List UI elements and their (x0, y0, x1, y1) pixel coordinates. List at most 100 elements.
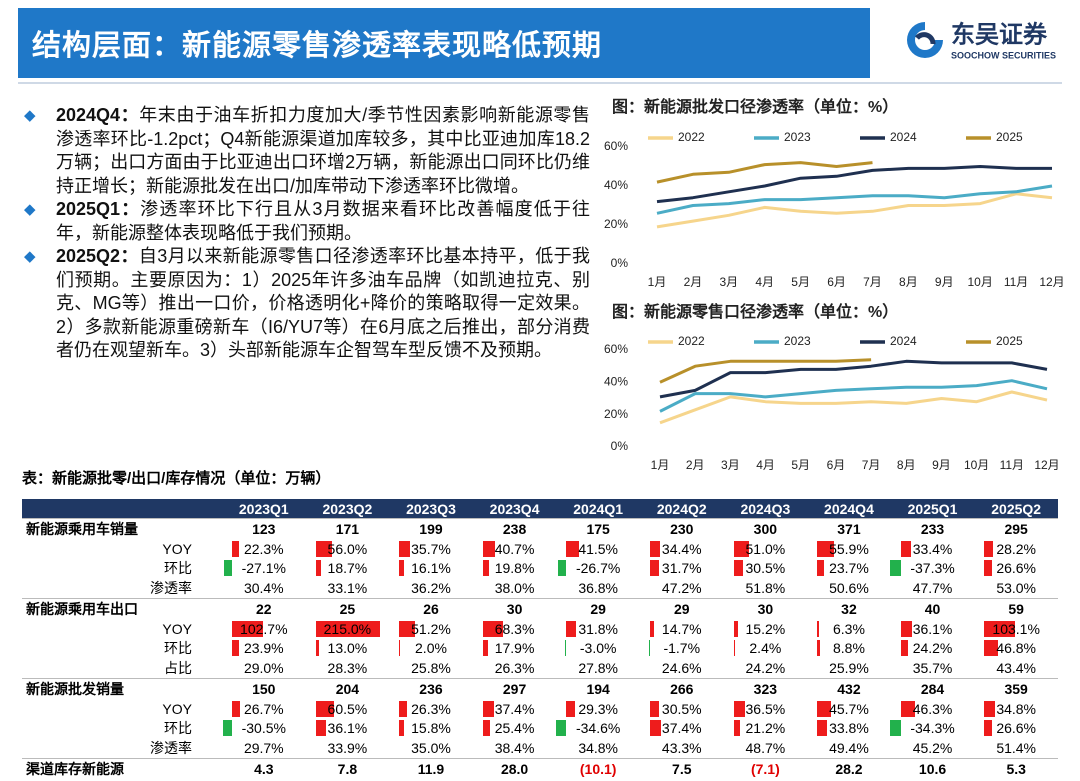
data-bar (399, 560, 405, 576)
cell: 194 (556, 678, 640, 699)
cell: 30.5% (724, 558, 808, 578)
data-bar (232, 701, 240, 717)
cell-text: 29.7% (243, 740, 284, 756)
cell: 26.6% (974, 718, 1058, 738)
y-tick-label: 0% (611, 439, 629, 453)
y-tick-label: 0% (611, 256, 629, 270)
cell: 56.0% (306, 539, 390, 558)
cell: 25 (305, 598, 390, 619)
cell-text: 194 (586, 681, 610, 697)
x-tick-label: 7月 (862, 458, 881, 472)
cell: 16.1% (389, 558, 473, 578)
chart-title: 图：新能源批发口径渗透率（单位：%） (612, 97, 898, 116)
cell-text: 26 (423, 601, 439, 617)
cell: 32 (807, 598, 891, 619)
cell-text: 29.0% (243, 660, 284, 676)
data-bar (890, 720, 901, 736)
cell: 34.4% (640, 539, 724, 558)
x-tick-label: 5月 (791, 458, 810, 472)
cell: 371 (807, 518, 891, 539)
cell-text: 22.3% (243, 540, 284, 557)
cell-text: -37.3% (910, 560, 955, 576)
cell-text: 37.4% (661, 720, 702, 736)
header-cell: 2023Q2 (305, 499, 390, 519)
data-bar (900, 701, 915, 717)
cell-text: 29 (673, 601, 690, 617)
bullet: 2024Q4：年末由于油车折扣力度加大/季节性因素影响新能源零售渗透率环比-1.… (20, 104, 590, 198)
row: 渗透率 29.7% 33.9% 35.0% 38.4% 34.8% 43.3% 48.7% 49… (22, 738, 1058, 759)
data-bar (232, 541, 239, 557)
row: 环比 23.9% 13.0% 2.0% 17.9% -3.0% -1.7% 2.4% 8.8% 2… (22, 638, 1058, 658)
cell: 41.5% (556, 539, 640, 558)
cell: 5.3 (974, 758, 1058, 779)
cell: 23.9% (222, 638, 306, 658)
cell-text: 215.0% (323, 620, 372, 637)
series-line (659, 359, 1048, 399)
cell: 49.4% (807, 738, 891, 759)
x-tick-label: 6月 (827, 458, 846, 472)
data-bar (649, 701, 660, 717)
cell: (7.1) (723, 758, 808, 779)
group-label: 新能源乘用车销量 (22, 518, 222, 539)
cell: 171 (305, 518, 390, 539)
data-bar (565, 640, 567, 656)
header-cell: 2025Q1 (890, 499, 975, 519)
cell-text: 33.9% (327, 740, 368, 756)
cell-text: 25.8% (411, 660, 451, 676)
data-bar (315, 701, 334, 717)
row-label: YOY (162, 540, 192, 557)
cell-text: 5.3 (1006, 761, 1026, 777)
data-bar (482, 621, 504, 637)
cell-text: 199 (419, 521, 443, 537)
cell: 25.9% (807, 658, 891, 679)
cell: 55.9% (807, 539, 891, 558)
data-bar (223, 560, 232, 576)
cell: 8.8% (807, 638, 891, 658)
cell: 30.4% (222, 578, 306, 599)
cell: 103.1% (974, 619, 1058, 638)
data-bar (399, 701, 408, 717)
legend-label: 2023 (784, 130, 811, 144)
cell-text: 230 (670, 521, 694, 537)
cell: 284 (890, 678, 975, 699)
cell-text: 31.8% (578, 620, 619, 637)
cell-text: 14.7% (661, 620, 702, 637)
row: YOY 22.3% 56.0% 35.7% 40.7% 41.5% 34.4% 51.0% 55… (22, 539, 1058, 558)
x-tick-label: 3月 (719, 275, 738, 289)
header-cell: 2024Q3 (723, 499, 808, 519)
series-line (659, 379, 1048, 413)
cell-text: 36.1% (912, 620, 953, 637)
data-bar (733, 640, 735, 656)
cell-text: 13.0% (327, 640, 368, 656)
cell: 230 (639, 518, 724, 539)
cell-text: (10.1) (579, 761, 617, 777)
data-bar (733, 560, 743, 576)
cell: 33.8% (807, 718, 891, 738)
cell: 36.2% (389, 578, 473, 599)
row-label: 环比 (164, 640, 192, 656)
cell: 24.2% (724, 658, 808, 679)
cell: 233 (890, 518, 975, 539)
cell: 7.5 (639, 758, 724, 779)
series-line (656, 192, 1053, 229)
cell-text: 171 (335, 521, 360, 537)
data-bar (984, 621, 1016, 637)
cell: 29.3% (556, 699, 640, 718)
data-bar (649, 720, 662, 736)
row: YOY 102.7% 215.0% 51.2% 68.3% 31.8% 14.7% 15.2%… (22, 619, 1058, 638)
cell-text: 150 (252, 681, 276, 697)
cell-text: 175 (586, 521, 610, 537)
cell-text: 17.9% (494, 640, 535, 656)
cell-text: 8.8% (832, 640, 865, 656)
cell: 51.2% (389, 619, 473, 638)
cell-text: 103.1% (992, 620, 1040, 637)
cell-text: 55.9% (829, 540, 869, 557)
cell-text: 25 (339, 601, 356, 617)
series-line (656, 161, 873, 184)
cell: 14.7% (640, 619, 724, 638)
group-row: 渠道库存新能源 4.3 7.8 11.9 28.0 (10.1) 7.5 (7.1) 28.2 1… (22, 758, 1058, 779)
cell-text: 31.7% (661, 560, 702, 576)
cell-text: 7.5 (672, 761, 692, 777)
cell: 38.0% (473, 578, 557, 599)
header-cell: 2023Q3 (389, 499, 473, 519)
